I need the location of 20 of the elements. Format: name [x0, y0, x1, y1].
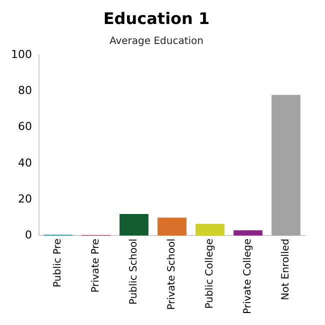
y-tick-label: 0: [24, 228, 32, 242]
bar: [272, 94, 300, 236]
y-tick-label: 60: [18, 120, 32, 134]
x-tick-label: Public Pre: [52, 238, 64, 288]
x-tick-label: Private College: [242, 238, 254, 314]
bar: [158, 218, 186, 236]
y-tick-label: 20: [18, 192, 32, 206]
bar: [120, 214, 148, 236]
y-tick-label: 40: [18, 156, 32, 170]
chart-title: Education 1: [103, 8, 210, 28]
x-tick-label: Not Enrolled: [280, 238, 292, 300]
chart-subtitle: Average Education: [109, 36, 204, 47]
bar: [234, 230, 262, 236]
x-tick-label: Private Pre: [90, 238, 102, 293]
bar: [196, 224, 224, 236]
y-tick-label: 80: [18, 84, 32, 98]
x-tick-label: Private School: [166, 238, 178, 310]
y-tick-label: 100: [10, 48, 32, 62]
x-tick-label: Public College: [204, 238, 216, 309]
x-tick-label: Public School: [128, 238, 140, 305]
